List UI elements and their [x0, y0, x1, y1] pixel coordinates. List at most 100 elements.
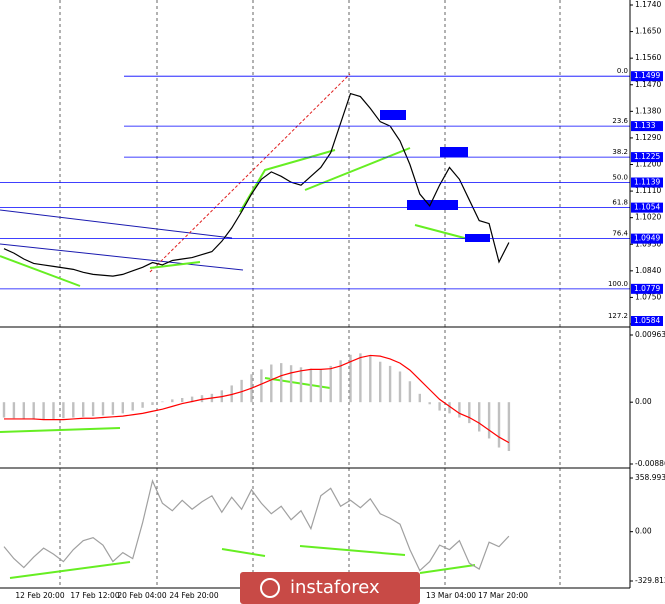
- fib-price-label: 1.1499: [634, 71, 660, 80]
- y-tick-label: 0.00963: [635, 330, 665, 339]
- fib-price-box: [631, 71, 663, 82]
- indicator-drawings: [0, 377, 476, 579]
- histogram-bar: [388, 365, 392, 403]
- fib-percent: 50.0: [612, 174, 628, 182]
- histogram-bar: [369, 356, 372, 403]
- fib-percent: 127.2: [608, 312, 628, 320]
- histogram-bar: [408, 381, 412, 403]
- divergence-line: [149, 261, 201, 269]
- fib-price-label: 1.0584: [634, 316, 660, 325]
- y-tick-label: 1.1470: [635, 80, 661, 89]
- fib-price-label: 1.1225: [634, 152, 660, 161]
- y-tick-label: 1.1020: [635, 213, 661, 222]
- divergence-line: [0, 255, 81, 287]
- histogram-bar: [487, 402, 491, 439]
- divergence-line: [9, 561, 131, 579]
- histogram-bar: [468, 402, 471, 424]
- fib-price-label: 1.1054: [634, 203, 660, 212]
- y-tick-label: 1.1110: [635, 186, 661, 195]
- fib-percent: 61.8: [612, 199, 628, 207]
- divergence-line: [299, 545, 406, 556]
- fib-baseline: [149, 73, 351, 273]
- divergence-line: [221, 548, 266, 557]
- x-tick-label: 12 Feb 20:00: [15, 591, 64, 600]
- histogram-bar: [478, 402, 481, 432]
- histogram-bar: [101, 402, 105, 416]
- histogram-bar: [428, 402, 431, 405]
- zone-box: [440, 147, 468, 157]
- histogram-bar: [448, 402, 451, 414]
- fib-percent: 100.0: [608, 280, 628, 288]
- histogram-bar: [151, 402, 154, 405]
- histogram-bar: [131, 402, 134, 411]
- x-tick-label: 20 Feb 04:00: [117, 591, 166, 600]
- histogram-bar: [171, 399, 174, 403]
- zone-box: [430, 200, 458, 210]
- fib-price-label: 1.0949: [634, 234, 660, 243]
- fib-price-box: [631, 152, 663, 163]
- series-line: [3, 92, 510, 277]
- pane: [0, 75, 630, 290]
- histogram-bar: [270, 364, 273, 403]
- fib-price-label: 1.1139: [634, 178, 660, 187]
- zone-box: [465, 234, 490, 242]
- trend-line: [0, 243, 244, 271]
- divergence-line: [239, 149, 336, 213]
- y-tick-label: 1.0930: [635, 239, 661, 248]
- watermark-bg: [240, 572, 420, 604]
- y-tick-label: 1.1200: [635, 160, 661, 169]
- histogram-bar: [398, 371, 402, 403]
- histogram-bar: [458, 402, 461, 418]
- y-tick-label: 1.1290: [635, 133, 661, 142]
- histogram-bar: [240, 379, 243, 403]
- fib-percent: 23.6: [612, 117, 628, 125]
- histogram-bar: [497, 402, 501, 448]
- histogram-bar: [111, 402, 115, 415]
- divergence-line: [419, 564, 476, 574]
- histogram-bar: [200, 395, 204, 403]
- fib-percent: 38.2: [612, 148, 628, 156]
- histogram-bar: [62, 402, 65, 419]
- fib-price-box: [631, 316, 663, 326]
- y-tick-label: -329.8124: [635, 576, 665, 585]
- y-tick-label: 358.9934: [635, 473, 665, 482]
- fib-price-box: [631, 121, 663, 132]
- watermark: instaforex: [240, 572, 420, 604]
- series-line: [4, 354, 510, 444]
- fib-price-label: 1.133: [634, 121, 656, 130]
- series-line: [3, 478, 510, 572]
- frame: [0, 0, 631, 589]
- y-tick-label: 1.1740: [635, 0, 661, 9]
- histogram-bar: [309, 368, 313, 403]
- watermark-text: instaforex: [290, 577, 380, 598]
- y-tick-label: -0.00886: [635, 459, 665, 468]
- histogram-bar: [359, 353, 362, 403]
- zone-box: [380, 110, 406, 120]
- fib-price-box: [631, 177, 663, 188]
- fib-percent: 76.4: [612, 230, 628, 238]
- pane: [2, 353, 511, 452]
- histogram-bar: [319, 369, 322, 403]
- histogram-bar: [22, 402, 25, 419]
- divergence-line: [264, 377, 331, 389]
- x-tick-label: 24 Feb 20:00: [169, 591, 218, 600]
- histogram-bar: [42, 402, 45, 420]
- y-tick-label: 1.1560: [635, 53, 661, 62]
- histogram-bar: [32, 402, 35, 420]
- histogram-bar: [289, 365, 293, 403]
- x-tick-label: 13 Mar 04:00: [426, 591, 476, 600]
- watermark-logo: [260, 578, 280, 598]
- y-tick-label: 1.1650: [635, 27, 661, 36]
- drawings: [0, 73, 490, 287]
- fib-price-box: [631, 202, 663, 213]
- trend-line: [0, 209, 233, 239]
- histogram-bar: [329, 365, 332, 403]
- histogram-bar: [349, 354, 352, 403]
- zone-box: [407, 200, 445, 210]
- histogram-bar: [260, 369, 263, 403]
- histogram-bar: [181, 398, 184, 403]
- x-tick-label: 17 Feb 12:00: [70, 591, 119, 600]
- divergence-line: [0, 427, 121, 433]
- y-tick-label: 0.00: [635, 527, 652, 536]
